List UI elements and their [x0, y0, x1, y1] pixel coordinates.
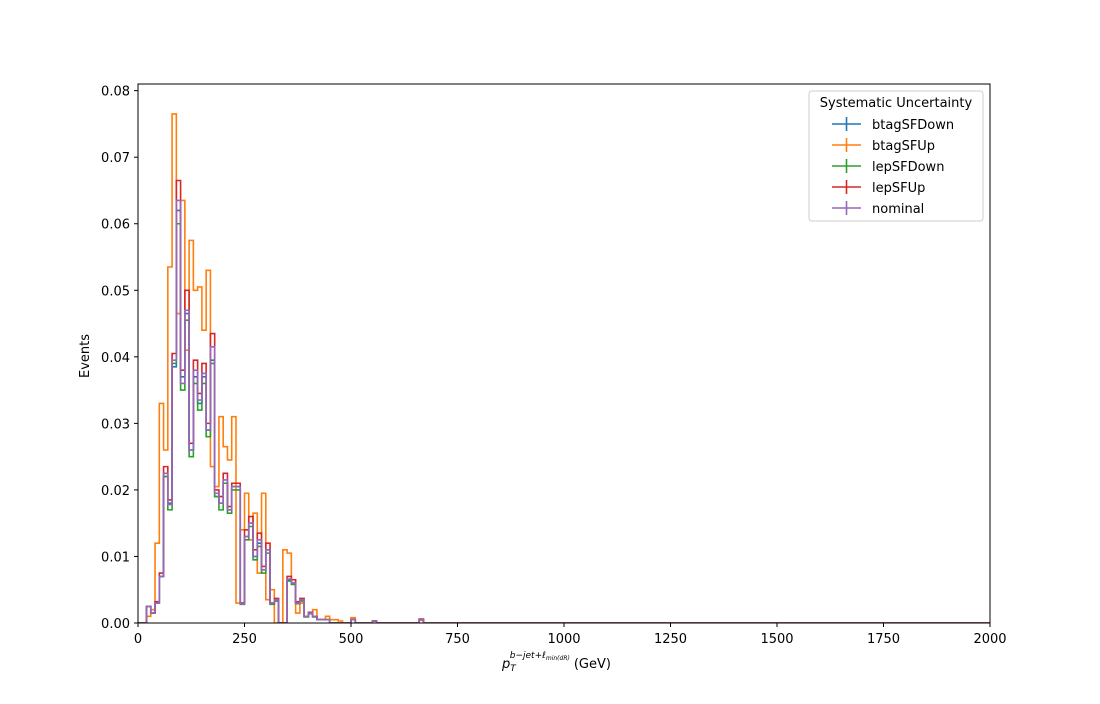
x-tick-label: 500: [339, 632, 364, 647]
legend-item-btagsfup: btagSFUp: [832, 138, 935, 154]
x-tick-label: 0: [134, 632, 142, 647]
y-tick-label: 0.07: [101, 151, 130, 166]
x-axis-label-sup: b−jet+ℓ: [510, 651, 546, 661]
x-axis-ticks: 0 250 500 750 1000 1250 1500 1750 2000: [134, 623, 1007, 647]
legend-item-lepsfup: lepSFUp: [832, 180, 925, 196]
y-axis-ticks: 0.00 0.01 0.02 0.03 0.04 0.05 0.06 0.07 0.08: [101, 85, 138, 632]
legend: Systematic Uncertainty btagSFDown btagSFU…: [808, 90, 984, 222]
y-tick-label: 0.06: [101, 218, 130, 233]
legend-title: Systematic Uncertainty: [820, 96, 973, 111]
x-axis-label-main: p: [501, 657, 510, 672]
y-tick-label: 0.02: [101, 484, 130, 499]
x-tick-label: 2000: [973, 632, 1006, 647]
x-tick-label: 250: [232, 632, 257, 647]
y-tick-label: 0.04: [101, 351, 130, 366]
x-axis-label-unit: (GeV): [574, 657, 611, 672]
legend-label: lepSFUp: [872, 181, 925, 196]
x-axis-label: pTb−jet+ℓmin(dR) (GeV): [501, 651, 611, 674]
x-tick-label: 1000: [547, 632, 580, 647]
y-axis-label: Events: [78, 334, 93, 378]
x-axis-label-sub: T: [510, 664, 517, 674]
series-nominal-line: [138, 199, 990, 623]
y-tick-label: 0.05: [101, 284, 130, 299]
y-tick-label: 0.00: [101, 617, 130, 632]
legend-label: btagSFDown: [872, 118, 954, 133]
legend-label: nominal: [872, 202, 924, 217]
x-tick-label: 1250: [654, 632, 687, 647]
legend-item-nominal: nominal: [832, 201, 924, 217]
x-tick-label: 750: [445, 632, 470, 647]
y-tick-label: 0.01: [101, 550, 130, 565]
legend-item-btagsfdown: btagSFDown: [832, 117, 954, 133]
x-tick-label: 1500: [760, 632, 793, 647]
legend-item-lepsfdown: lepSFDown: [832, 159, 944, 175]
y-tick-label: 0.08: [101, 85, 130, 100]
legend-label: lepSFDown: [872, 160, 944, 175]
legend-label: btagSFUp: [872, 139, 935, 154]
series-btagsfup-line: [138, 113, 990, 623]
plot-area: [138, 113, 990, 623]
legend-entries: btagSFDown btagSFUp lepSFDown lepSFUp nomina…: [832, 117, 954, 217]
series-lepsfdown-line: [138, 222, 990, 623]
x-axis-label-sup-sub: min(dR): [546, 655, 570, 662]
y-tick-label: 0.03: [101, 417, 130, 432]
x-tick-label: 1750: [867, 632, 900, 647]
